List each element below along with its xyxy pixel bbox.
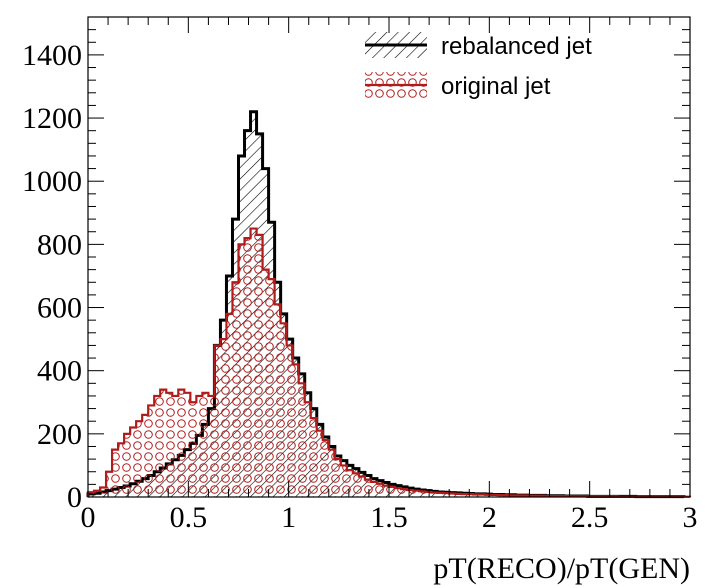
y-tick-label: 1400 xyxy=(22,39,82,72)
y-tick-label: 1000 xyxy=(22,165,82,198)
x-tick-label: 3 xyxy=(683,501,698,534)
axes-layer: 0 0.5 1 1.5 2 2.5 3 0 200 400 600 800 1000 1200 1400 pT… xyxy=(22,16,698,585)
legend-label: original jet xyxy=(441,73,551,100)
legend: rebalanced jet original jet xyxy=(365,32,592,100)
x-tick-label: 1 xyxy=(281,501,296,534)
y-tick-label: 800 xyxy=(37,228,82,261)
y-tick-label: 0 xyxy=(67,481,82,514)
x-tick-label: 0 xyxy=(81,501,96,534)
legend-entry: rebalanced jet xyxy=(365,32,592,60)
legend-label: rebalanced jet xyxy=(441,33,592,60)
x-tick-label: 2 xyxy=(482,501,497,534)
y-tick-label: 1200 xyxy=(22,102,82,135)
x-tick-label: 1.5 xyxy=(370,501,408,534)
x-tick-label: 0.5 xyxy=(170,501,208,534)
x-axis-title: pT(RECO)/pT(GEN) xyxy=(433,552,690,585)
series-fill xyxy=(88,228,690,497)
y-tick-label: 200 xyxy=(37,418,82,451)
x-tick-label: 2.5 xyxy=(571,501,609,534)
plot-layer xyxy=(86,110,692,499)
legend-entry: original jet xyxy=(365,72,551,100)
series-original-jet xyxy=(86,227,692,498)
y-tick-label: 600 xyxy=(37,292,82,325)
series-outline xyxy=(86,227,692,498)
y-tick-label: 400 xyxy=(37,355,82,388)
